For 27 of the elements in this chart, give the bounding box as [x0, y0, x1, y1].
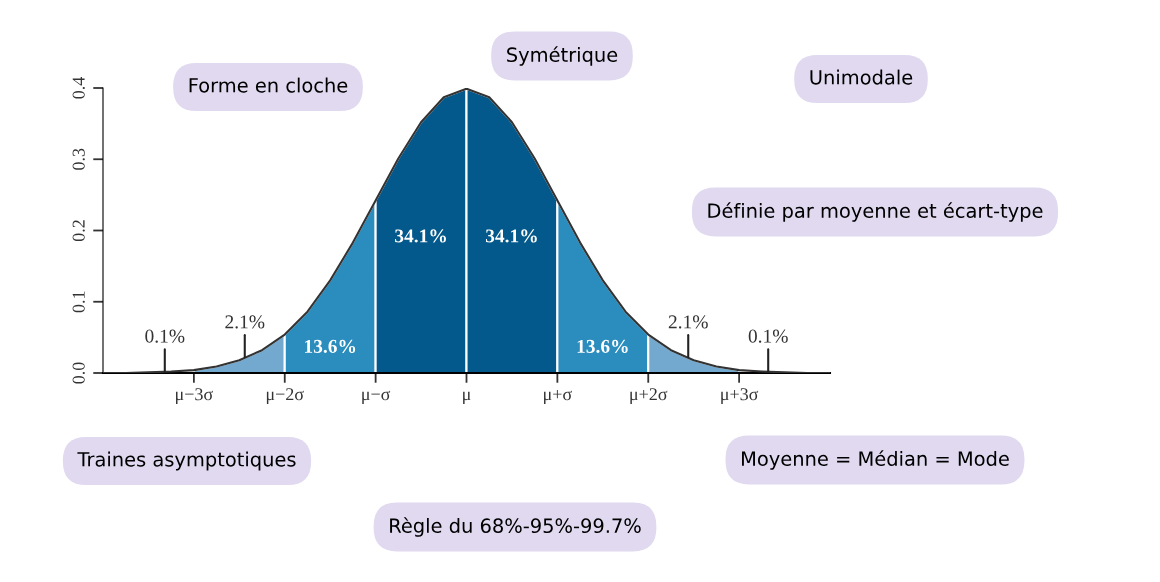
y-tick-label: 0.2	[72, 220, 85, 242]
x-tick-label: μ+3σ	[721, 388, 759, 404]
annotation: 0.1%	[145, 329, 185, 343]
annotation: Définie par moyenne et écart-type	[708, 202, 1043, 222]
text: Symétrique	[507, 46, 618, 66]
x-tick-label: μ+σ	[544, 389, 572, 404]
x-tick-label: μ−2σ	[266, 388, 304, 404]
y-tick-label: 0.0	[72, 362, 85, 384]
x-tick-label: μ−σ	[362, 390, 391, 404]
annotation: 0.1%	[748, 329, 788, 343]
annotation: 34.1%	[395, 229, 446, 243]
annotation: 2.1%	[225, 315, 265, 329]
x-tick-label: μ+2σ	[630, 388, 668, 404]
annotation: 13.6%	[305, 339, 356, 354]
x-tick-label: μ	[463, 391, 471, 404]
annotation: Forme en cloche	[189, 77, 348, 93]
text: Traines asymptotiques	[77, 451, 296, 471]
text: Moyenne = Médian = Mode	[742, 450, 1009, 470]
y-tick-label: 0.4	[72, 77, 85, 99]
y-tick-label: 0.1	[72, 291, 85, 313]
text: Règle du 68%-95%-99.7%	[390, 517, 641, 537]
annotation: 2.1%	[668, 315, 708, 329]
text: Unimodale	[810, 69, 913, 85]
annotation: 34.1%	[485, 229, 537, 243]
y-tick-label: 0.3	[72, 148, 85, 170]
annotation: 13.6%	[577, 339, 628, 354]
x-tick-label: μ−3σ	[176, 388, 213, 404]
